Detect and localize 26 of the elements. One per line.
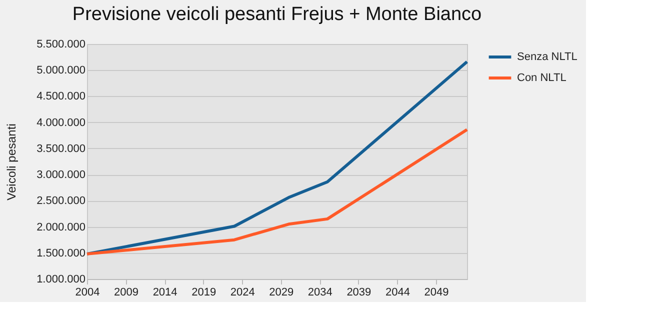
x-tick-label: 2009 bbox=[114, 286, 139, 298]
y-tick-label: 2.500.000 bbox=[36, 195, 86, 208]
x-tick-label: 2014 bbox=[152, 286, 178, 298]
y-tick-label: 2.000.000 bbox=[36, 221, 86, 234]
y-tick-label: 4.500.000 bbox=[36, 90, 86, 103]
chart-title: Previsione veicoli pesanti Frejus + Monte Bianco bbox=[72, 4, 482, 25]
x-tick-label: 2029 bbox=[269, 286, 294, 298]
line-series bbox=[86, 60, 468, 256]
y-tick-label: 1.000.000 bbox=[36, 274, 86, 286]
x-tick-label: 2044 bbox=[385, 286, 410, 298]
x-tick-label: 2034 bbox=[308, 286, 332, 298]
y-axis-title: Veicoli pesanti bbox=[4, 124, 19, 200]
legend-label: Senza NLTL bbox=[517, 51, 578, 63]
x-tick-label: 2049 bbox=[424, 286, 449, 298]
legend-label: Con NLTL bbox=[517, 72, 566, 84]
line-series bbox=[86, 128, 468, 256]
x-tick-label: 2039 bbox=[346, 286, 372, 298]
y-tick-label: 3.500.000 bbox=[36, 142, 86, 155]
y-tick-label: 3.000.000 bbox=[36, 169, 86, 182]
y-tick-label: 5.000.000 bbox=[36, 64, 86, 77]
x-tick-label: 2024 bbox=[230, 286, 255, 298]
y-tick-label: 4.000.000 bbox=[36, 116, 86, 129]
x-tick-label: 2019 bbox=[192, 286, 216, 298]
y-tick-label: 1.500.000 bbox=[36, 247, 86, 260]
x-tick-label: 2004 bbox=[75, 286, 100, 298]
y-tick-label: 5.500.000 bbox=[36, 38, 86, 50]
